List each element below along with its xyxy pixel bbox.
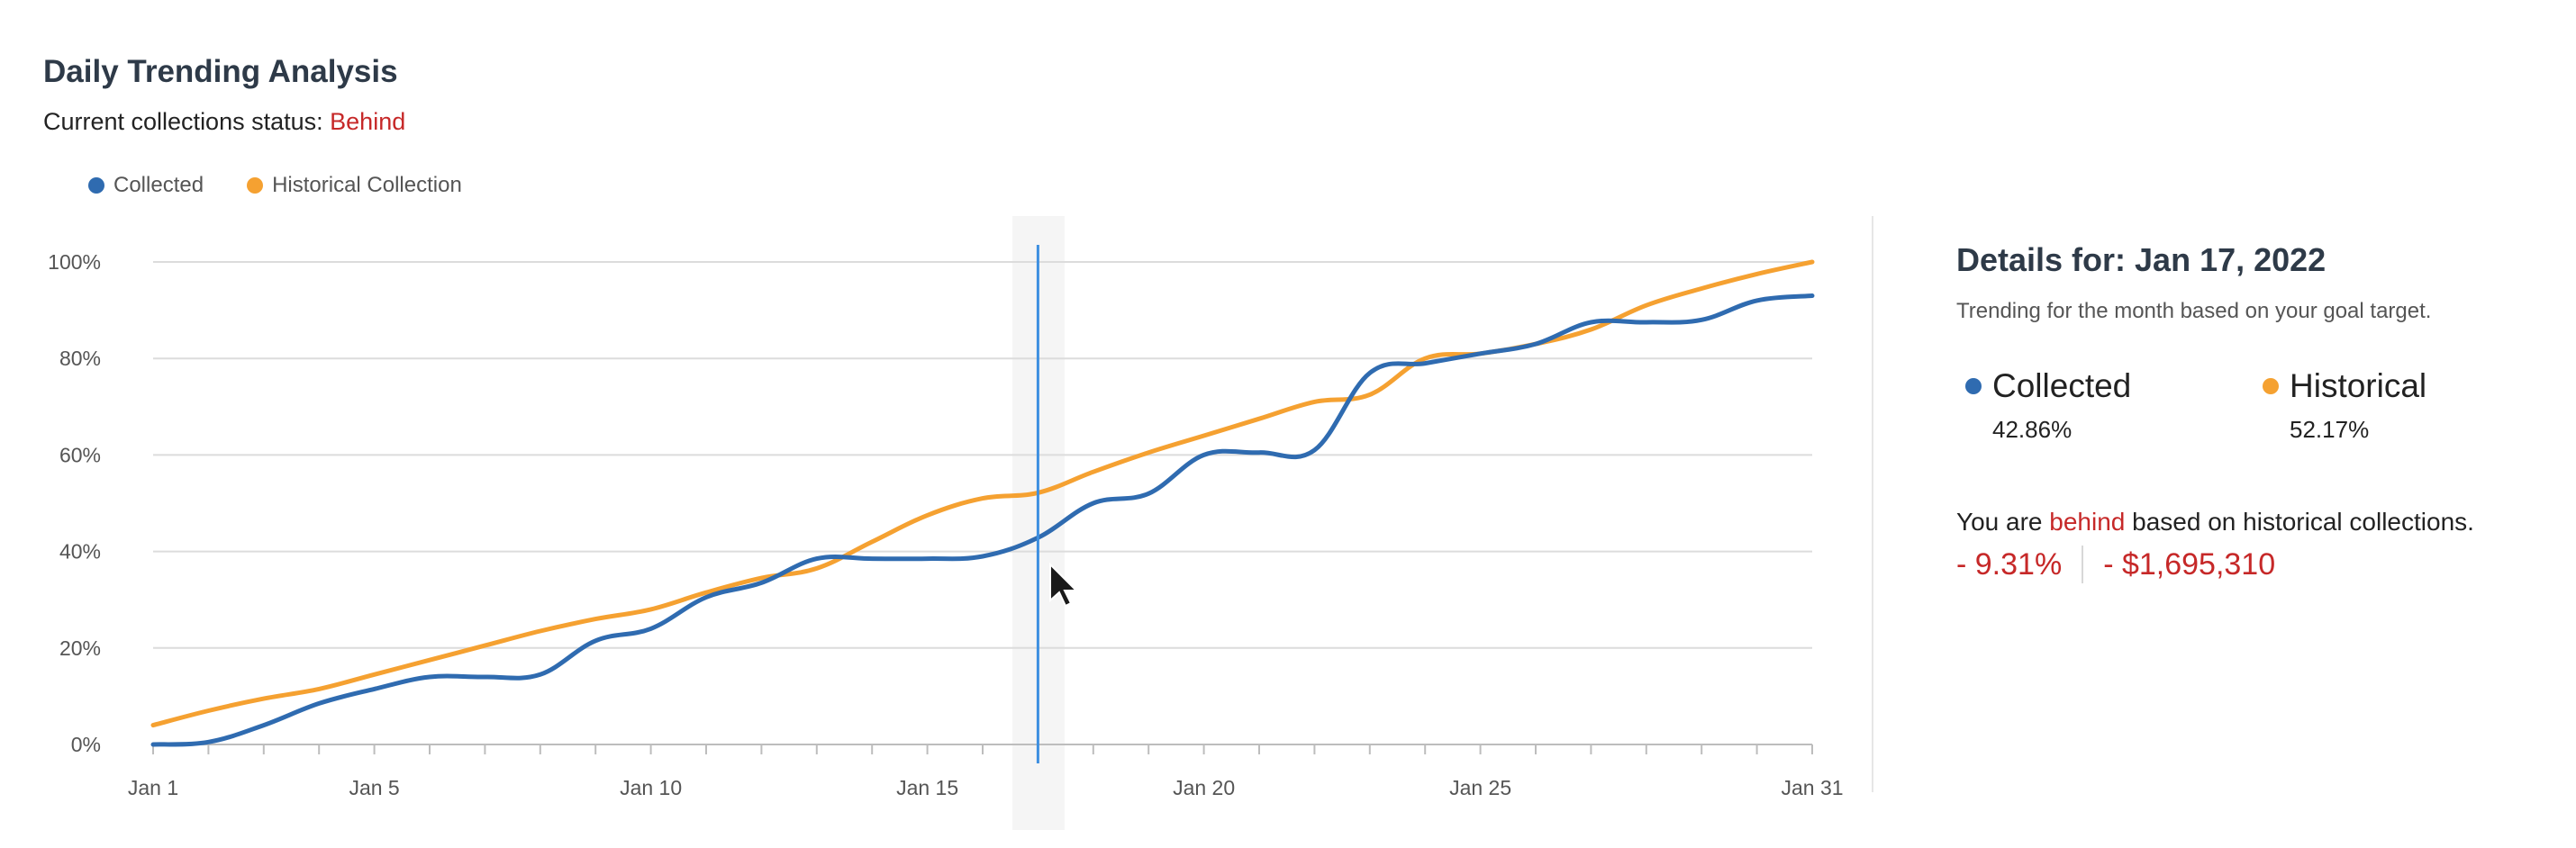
trend-chart[interactable]: 0% 20% 40% 60% 80% 100% Jan 1 Jan 5 Jan 10 Jan 15… (0, 0, 1873, 848)
x-tick-label: Jan 15 (896, 776, 958, 799)
legend-item-collected[interactable]: Collected (88, 173, 204, 198)
details-collected-value: 42.86% (1992, 416, 2073, 443)
x-tick-label: Jan 5 (349, 776, 399, 799)
details-historical-label: Historical (2290, 367, 2427, 404)
page-title: Daily Trending Analysis (43, 54, 398, 89)
details-subtitle: Trending for the month based on your goa… (1956, 299, 2432, 323)
y-tick-label: 0% (71, 733, 101, 756)
status-line: Current collections status: Behind (43, 108, 405, 136)
y-tick-label: 60% (59, 443, 101, 466)
details-collected: Collected 42.86% (1965, 367, 2131, 444)
panel-divider (1872, 216, 1873, 792)
legend-dot-collected (88, 177, 104, 194)
details-historical: Historical 52.17% (2263, 367, 2426, 444)
axis-layer: 0% 20% 40% 60% 80% 100% Jan 1 Jan 5 Jan 10 Jan 15… (48, 250, 1843, 799)
series-line-collected (150, 293, 1815, 747)
details-historical-value: 52.17% (2290, 416, 2370, 443)
y-tick-label: 20% (59, 636, 101, 660)
diff-percent: - 9.31% (1956, 546, 2063, 582)
details-title: Details for: Jan 17, 2022 (1956, 241, 2327, 278)
legend-label-collected: Collected (113, 173, 204, 197)
diff-amount: - $1,695,310 (2103, 546, 2276, 582)
y-tick-label: 80% (59, 347, 101, 370)
x-tick-label: Jan 20 (1173, 776, 1235, 799)
details-collected-label: Collected (1992, 367, 2132, 404)
legend-label-historical: Historical Collection (272, 173, 462, 197)
chart-legend: Collected Historical Collection (88, 173, 462, 198)
status-value: Behind (330, 108, 406, 135)
x-tick-label: Jan 10 (620, 776, 682, 799)
x-tick-label: Jan 25 (1449, 776, 1511, 799)
behind-prefix: You are (1956, 508, 2043, 536)
behind-message: You are behind based on historical colle… (1956, 508, 2474, 537)
series-layer (150, 259, 1815, 747)
x-tick-label: Jan 31 (1781, 776, 1843, 799)
details-collected-name: Collected (1965, 367, 2131, 405)
behind-suffix: based on historical collections. (2132, 508, 2474, 536)
details-historical-name: Historical (2263, 367, 2426, 405)
y-tick-label: 100% (48, 250, 101, 274)
details-historical-dot (2263, 378, 2279, 394)
mouse-cursor-icon (1049, 562, 1079, 608)
legend-dot-historical (247, 177, 264, 194)
y-tick-label: 40% (59, 540, 101, 564)
status-label: Current collections status: (43, 108, 323, 135)
x-tick-label: Jan 1 (128, 776, 178, 799)
details-panel: Details for: Jan 17, 2022 Trending for t… (1956, 241, 2533, 583)
diff-separator (2082, 546, 2084, 583)
details-series: Collected 42.86% Historical 52.17% (1965, 367, 2470, 448)
legend-item-historical[interactable]: Historical Collection (247, 173, 462, 198)
behind-word: behind (2049, 508, 2126, 536)
details-collected-dot (1965, 378, 1982, 394)
difference-values: - 9.31% - $1,695,310 (1956, 546, 2275, 583)
